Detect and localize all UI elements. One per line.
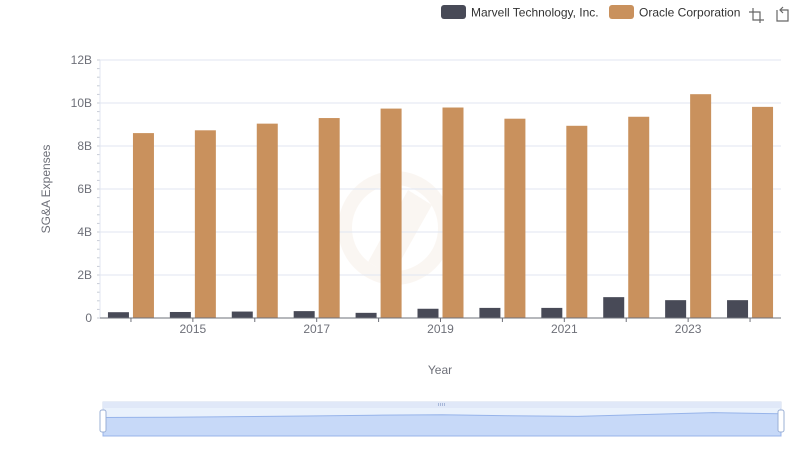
- x-tick-label: 2019: [427, 322, 454, 336]
- y-tick-label: 12B: [71, 53, 92, 67]
- y-tick-label: 6B: [77, 182, 92, 196]
- data-zoom-handle-right[interactable]: [777, 409, 785, 433]
- legend-item-marvell[interactable]: Marvell Technology, Inc.: [441, 5, 599, 20]
- x-axis: 2015 2017 2019 2021 2023: [100, 317, 781, 336]
- bar-marvell-2019[interactable]: [417, 308, 439, 318]
- y-tick-label: 4B: [77, 225, 92, 239]
- legend: Marvell Technology, Inc. Oracle Corporat…: [441, 5, 740, 20]
- data-zoom-preview-area: [102, 412, 782, 437]
- data-zoom-slider[interactable]: [99, 401, 785, 437]
- y-tick-label: 8B: [77, 139, 92, 153]
- data-zoom-handle-left[interactable]: [99, 409, 107, 433]
- bar-marvell-2024[interactable]: [727, 300, 749, 318]
- legend-label-marvell: Marvell Technology, Inc.: [471, 6, 599, 20]
- y-tick-label: 0: [85, 311, 92, 325]
- bar-oracle-2020[interactable]: [504, 118, 526, 318]
- x-tick-label: 2021: [551, 322, 578, 336]
- y-axis-title: SG&A Expenses: [39, 145, 53, 234]
- y-tick-label: 2B: [77, 268, 92, 282]
- x-axis-title: Year: [428, 363, 452, 377]
- legend-label-oracle: Oracle Corporation: [639, 6, 740, 20]
- bar-oracle-2021[interactable]: [566, 125, 588, 318]
- bar-oracle-2022[interactable]: [628, 116, 650, 318]
- bar-oracle-2018[interactable]: [380, 108, 402, 318]
- bar-oracle-2019[interactable]: [442, 107, 464, 318]
- bar-marvell-2022[interactable]: [603, 297, 625, 318]
- bars: [107, 94, 774, 319]
- bar-oracle-2024[interactable]: [752, 106, 774, 319]
- x-tick-label: 2023: [675, 322, 702, 336]
- bar-marvell-2020[interactable]: [479, 307, 501, 318]
- bar-marvell-2017[interactable]: [293, 311, 315, 318]
- bar-oracle-2017[interactable]: [318, 118, 340, 318]
- x-tick-label: 2015: [180, 322, 207, 336]
- data-zoom-move-handle[interactable]: [438, 403, 445, 406]
- bar-marvell-2021[interactable]: [541, 307, 563, 318]
- x-tick-label: 2017: [303, 322, 330, 336]
- bar-oracle-2015[interactable]: [194, 130, 216, 318]
- y-axis: 0 2B 4B 6B 8B 10B 12B: [71, 53, 101, 325]
- legend-item-oracle[interactable]: Oracle Corporation: [609, 5, 740, 20]
- crop-zoom-icon[interactable]: [749, 8, 764, 23]
- bar-marvell-2014[interactable]: [107, 312, 129, 318]
- bar-marvell-2018[interactable]: [355, 312, 377, 318]
- bar-marvell-2023[interactable]: [665, 300, 687, 318]
- y-tick-label: 10B: [71, 96, 92, 110]
- bar-oracle-2016[interactable]: [256, 123, 278, 318]
- restore-icon[interactable]: [776, 6, 789, 22]
- legend-swatch-marvell: [441, 5, 466, 19]
- bar-oracle-2014[interactable]: [132, 133, 154, 318]
- bar-oracle-2023[interactable]: [690, 94, 712, 318]
- bar-marvell-2016[interactable]: [231, 311, 253, 318]
- legend-swatch-oracle: [609, 5, 634, 19]
- bar-marvell-2015[interactable]: [169, 311, 191, 318]
